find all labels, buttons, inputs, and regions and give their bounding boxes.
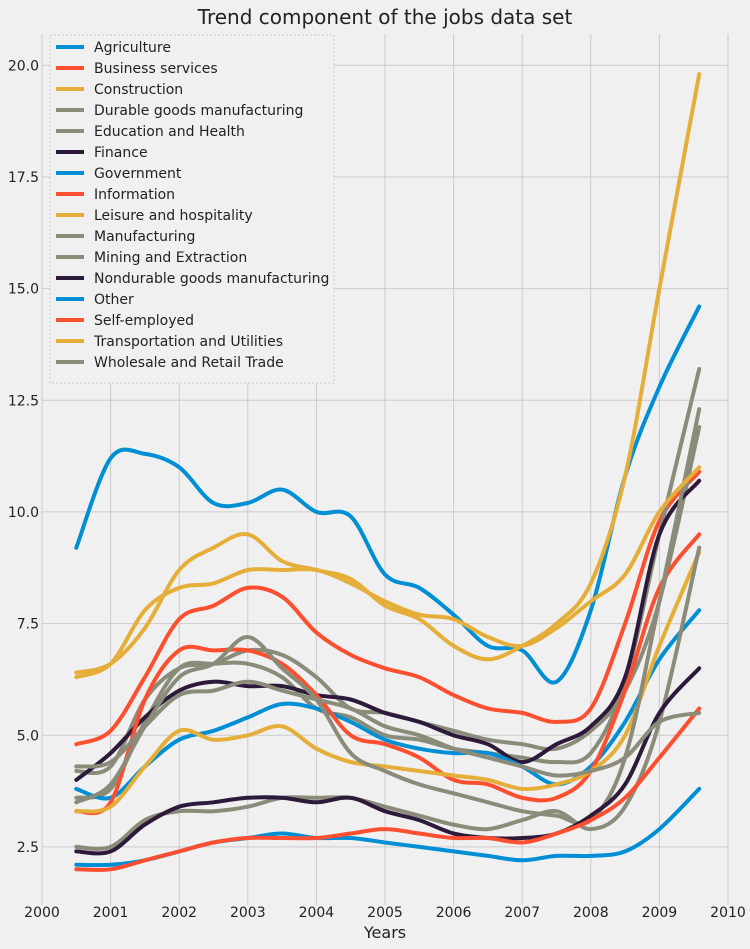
legend-box [49,34,335,384]
legend-label: Business services [94,61,218,77]
series-line-government [74,608,702,801]
x-axis-label: Years [363,923,406,942]
x-tick-label: 2002 [161,905,197,921]
x-tick-label: 2005 [367,905,403,921]
x-tick-label: 2010 [710,905,746,921]
legend-label: Durable goods manufacturing [94,103,303,119]
x-tick-label: 2004 [299,905,335,921]
legend-label: Construction [94,82,183,98]
series-line-information [74,532,702,816]
legend-label: Transportation and Utilities [93,334,283,350]
series-line-transportation-and-utilities [74,465,702,680]
series-line-construction [74,72,702,675]
series-line-finance [74,478,702,782]
legend-label: Government [94,166,182,182]
legend-label: Agriculture [94,40,171,56]
legend-label: Other [94,292,134,308]
series-line-wholesale-and-retail-trade [74,679,702,778]
series-lines [74,72,702,872]
y-tick-label: 15.0 [8,282,39,298]
series-line-mining-and-extraction [74,545,702,851]
x-tick-label: 2007 [504,905,540,921]
x-tick-label: 2001 [93,905,129,921]
chart-title: Trend component of the jobs data set [197,5,573,29]
legend-label: Self-employed [94,313,194,329]
y-tick-label: 12.5 [8,393,39,409]
series-line-business-services [74,469,702,747]
x-tick-label: 2003 [230,905,266,921]
x-tick-labels: 2000 2001 2002 2003 2004 2005 2006 2007 2008 2009… [24,905,746,921]
y-tick-label: 7.5 [17,617,39,633]
legend-label: Manufacturing [94,229,195,245]
legend-label: Leisure and hospitality [94,208,253,224]
x-tick-label: 2006 [436,905,472,921]
y-tick-label: 2.5 [17,840,39,856]
x-tick-label: 2009 [642,905,678,921]
legend-label: Wholesale and Retail Trade [94,355,284,371]
y-tick-labels: 2.5 5.0 7.5 10.0 12.5 15.0 17.5 20.0 [8,58,39,856]
y-tick-label: 17.5 [8,170,39,186]
legend-label: Mining and Extraction [94,250,247,266]
y-tick-label: 20.0 [8,58,39,74]
series-line-agriculture [74,304,702,685]
legend-label: Information [94,187,175,203]
legend-label: Nondurable goods manufacturing [94,271,329,287]
legend: Agriculture Business services Construction… [49,34,335,384]
series-line-self-employed [74,706,702,872]
legend-label: Education and Health [94,124,245,140]
legend-label: Finance [94,145,148,161]
x-tick-label: 2008 [573,905,609,921]
y-tick-label: 10.0 [8,505,39,521]
series-line-leisure-and-hospitality [74,550,702,814]
x-tick-label: 2000 [24,905,60,921]
y-tick-label: 5.0 [17,728,39,744]
series-line-nondurable-goods-manufacturing [74,666,702,856]
